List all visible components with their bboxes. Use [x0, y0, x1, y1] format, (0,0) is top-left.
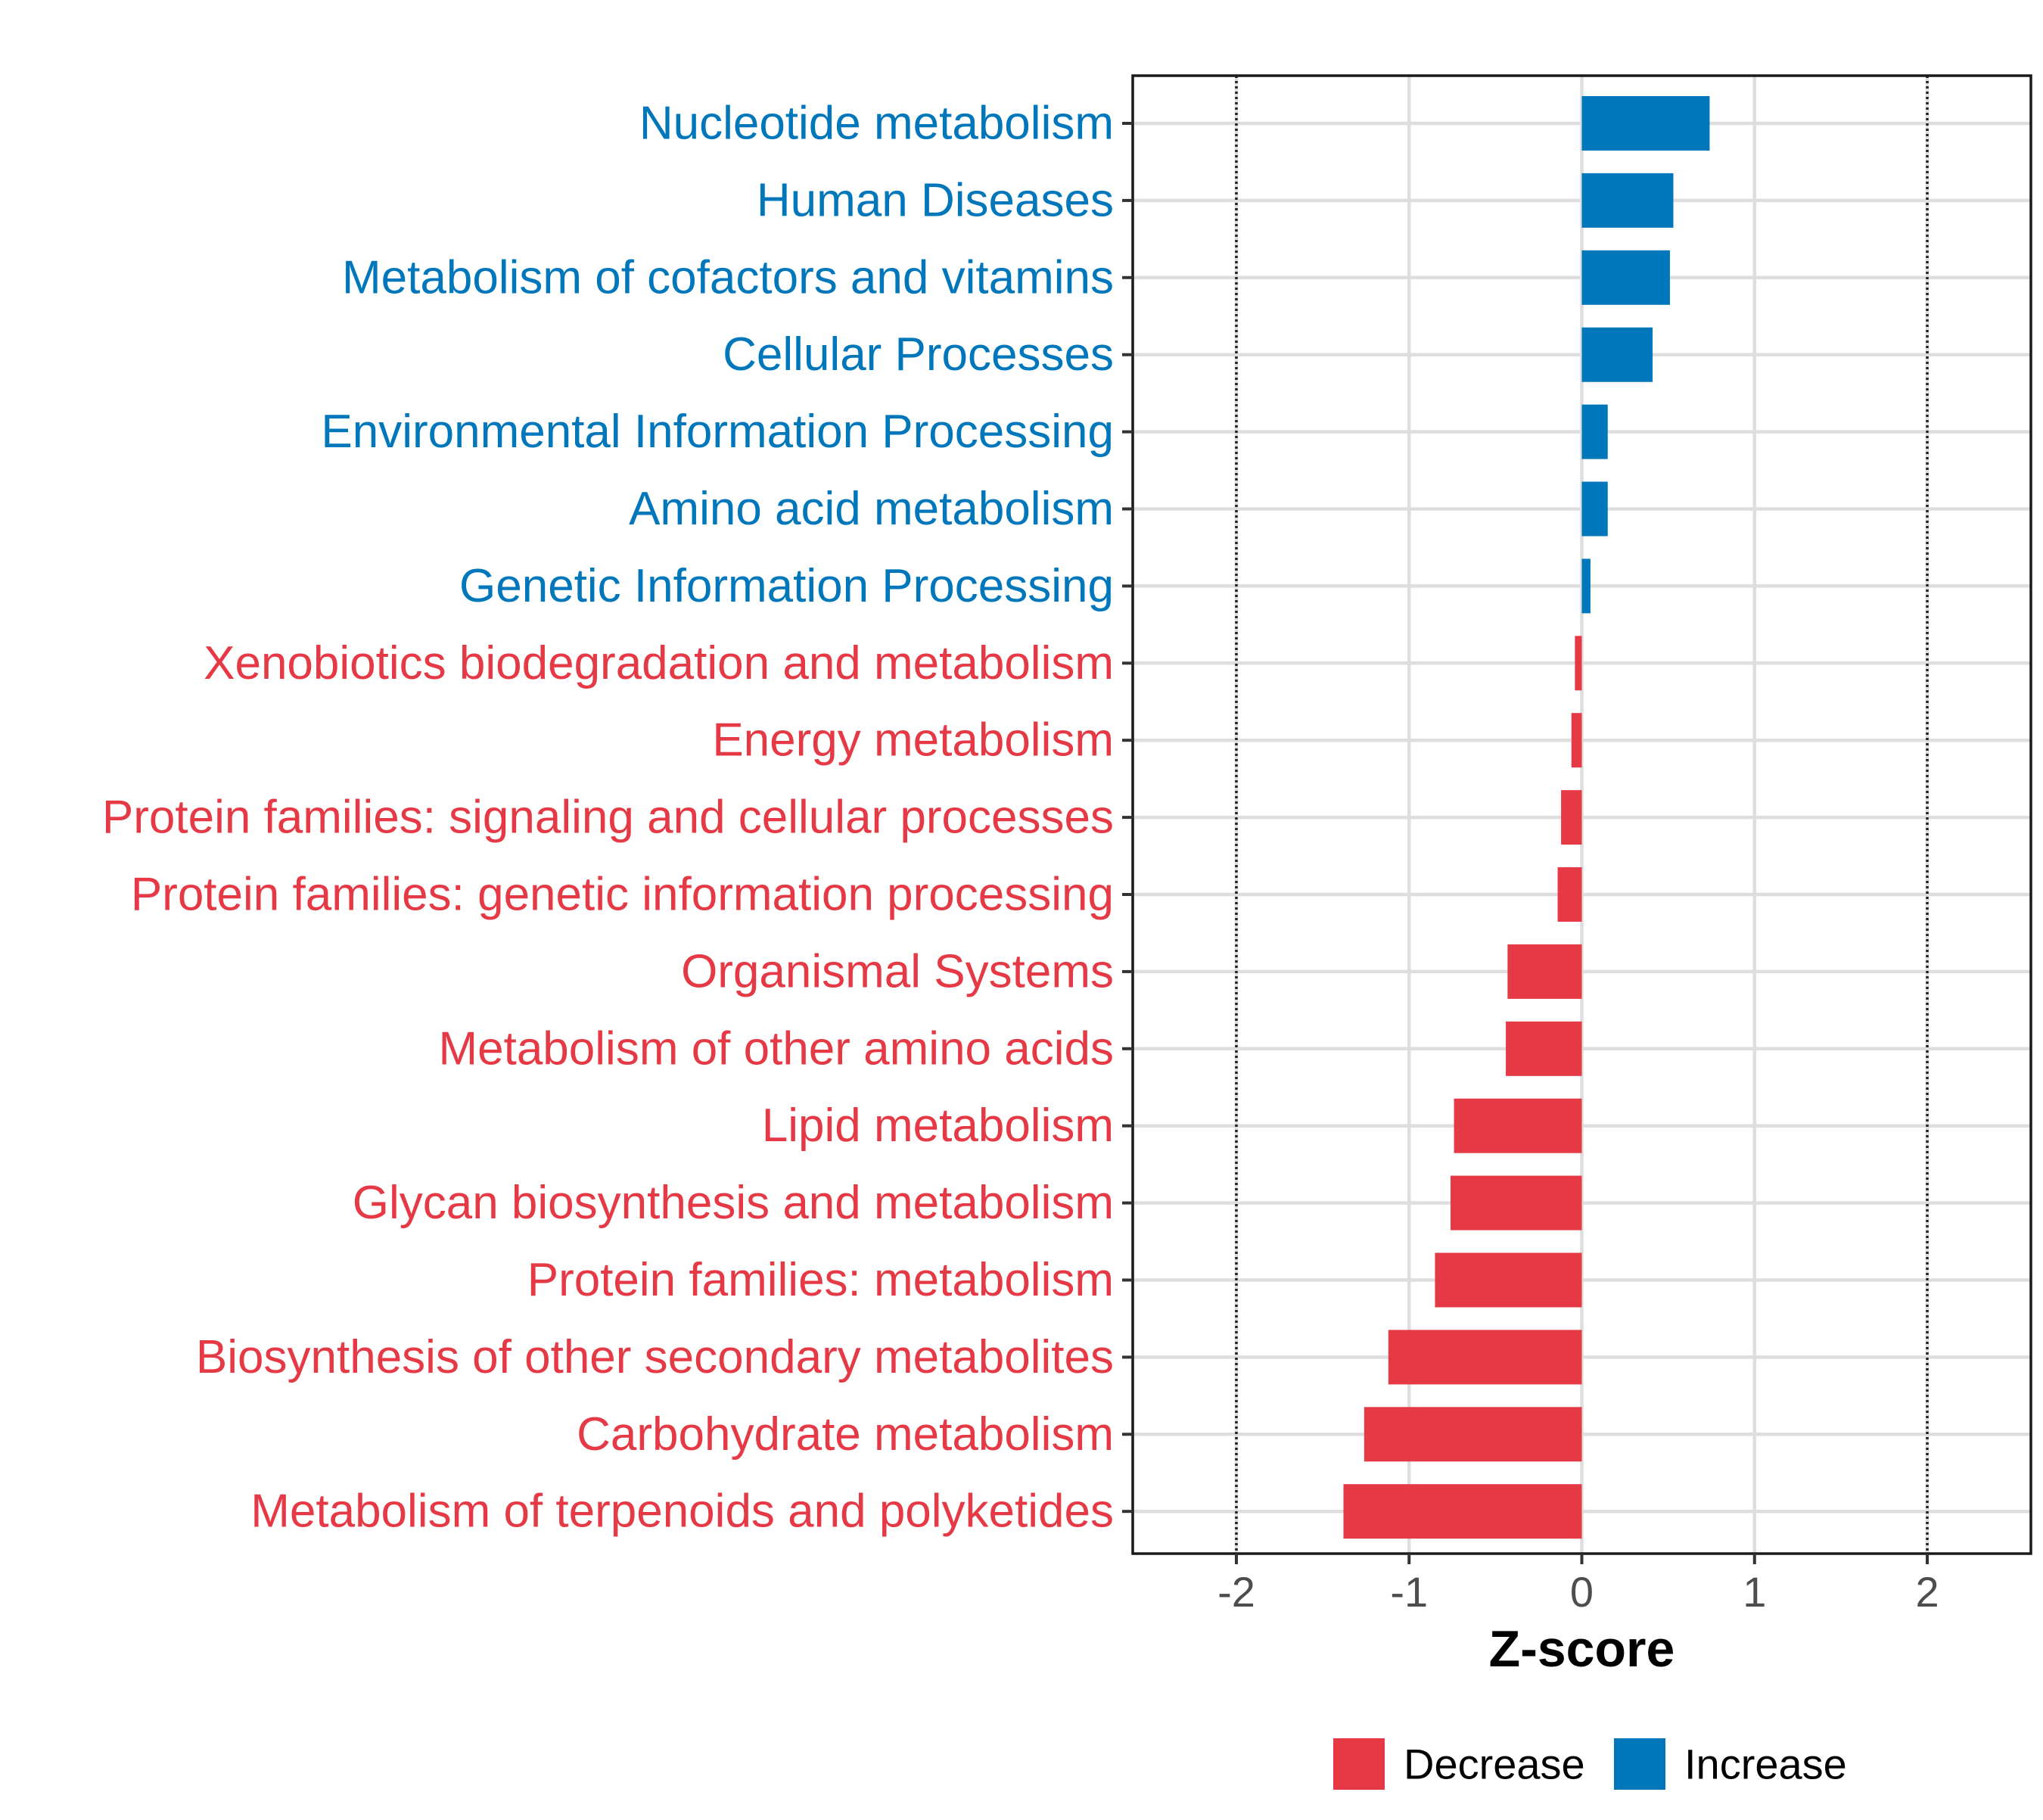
legend-key-increase	[1614, 1738, 1665, 1790]
bar-increase	[1581, 96, 1710, 151]
bar-decrease	[1435, 1252, 1582, 1308]
legend-label-increase: Increase	[1684, 1741, 1847, 1788]
category-label: Glycan biosynthesis and metabolism	[353, 1177, 1114, 1229]
category-label: Genetic Information Processing	[459, 560, 1114, 612]
x-axis-title: Z-score	[1489, 1620, 1675, 1678]
bar-increase	[1581, 404, 1608, 459]
category-label: Biosynthesis of other secondary metaboli…	[196, 1331, 1114, 1383]
x-tick-label: -1	[1390, 1568, 1428, 1616]
x-tick-label: 1	[1743, 1568, 1766, 1616]
category-label: Protein families: signaling and cellular…	[102, 792, 1114, 844]
legend-layer: Decrease Increase	[1333, 1738, 1847, 1790]
bar-decrease	[1451, 1175, 1582, 1230]
bar-decrease	[1454, 1098, 1582, 1153]
bar-increase	[1581, 173, 1674, 228]
category-label: Metabolism of cofactors and vitamins	[342, 251, 1114, 303]
bar-decrease	[1557, 867, 1582, 922]
x-tick-label: 0	[1570, 1568, 1594, 1616]
category-label: Lipid metabolism	[762, 1100, 1114, 1152]
category-label: Metabolism of other amino acids	[438, 1022, 1114, 1075]
bar-increase	[1581, 558, 1591, 614]
bar-increase	[1581, 250, 1670, 305]
legend-label-decrease: Decrease	[1404, 1741, 1585, 1788]
bar-decrease	[1571, 713, 1582, 768]
category-label: Human Diseases	[757, 174, 1114, 226]
category-label: Energy metabolism	[712, 714, 1114, 767]
category-label: Organismal Systems	[681, 945, 1114, 997]
category-label: Metabolism of terpenoids and polyketides	[250, 1486, 1114, 1538]
category-label: Amino acid metabolism	[629, 483, 1114, 535]
bar-increase	[1581, 481, 1608, 537]
category-label: Carbohydrate metabolism	[577, 1408, 1114, 1461]
category-label: Nucleotide metabolism	[639, 98, 1114, 150]
x-tick-label: 2	[1915, 1568, 1939, 1616]
frame-layer	[1122, 74, 2032, 1564]
category-label: Environmental Information Processing	[321, 406, 1114, 458]
bar-decrease	[1364, 1407, 1582, 1462]
x-tick-label: -2	[1217, 1568, 1255, 1616]
category-label: Xenobiotics biodegradation and metabolis…	[204, 637, 1114, 689]
bar-decrease	[1343, 1484, 1582, 1539]
bar-decrease	[1561, 790, 1582, 845]
legend-key-decrease	[1333, 1738, 1385, 1790]
bar-decrease	[1506, 1021, 1582, 1076]
category-label: Cellular Processes	[723, 328, 1114, 381]
bar-decrease	[1507, 944, 1582, 999]
labels-layer: Nucleotide metabolism Human Diseases Metab…	[102, 98, 1939, 1678]
category-label: Protein families: genetic information pr…	[131, 869, 1114, 921]
category-label: Protein families: metabolism	[527, 1254, 1114, 1306]
bar-increase	[1581, 327, 1653, 382]
bars-layer	[1343, 96, 1710, 1539]
bar-decrease	[1575, 636, 1582, 691]
bar-decrease	[1388, 1330, 1582, 1385]
